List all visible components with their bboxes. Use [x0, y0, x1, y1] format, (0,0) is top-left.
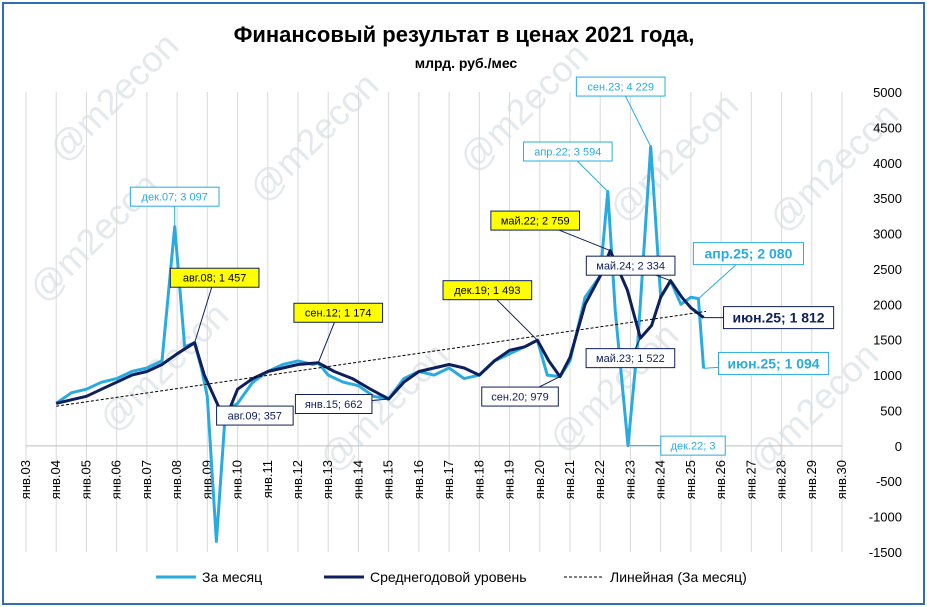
annotation-box	[293, 302, 384, 323]
annotation-box	[692, 242, 804, 266]
x-tick-label: янв.20	[532, 460, 547, 499]
legend-label: За месяц	[202, 569, 262, 585]
x-tick-label: янв.15	[381, 460, 396, 499]
y-tick-label: 3000	[873, 227, 902, 242]
y-tick-label: -500	[876, 474, 902, 489]
annotation-label: сен.23; 4 229	[587, 82, 654, 94]
annotation-box	[723, 306, 835, 330]
annotation-box	[442, 280, 533, 301]
x-tick-label: янв.30	[834, 460, 849, 499]
x-tick-label: янв.22	[592, 460, 607, 499]
y-tick-label: 1500	[873, 333, 902, 348]
annotation-label: сен.12; 1 174	[305, 308, 372, 320]
y-tick-label: 5000	[873, 85, 902, 100]
x-tick-label: янв.27	[743, 460, 758, 499]
watermark-text: @m2econ	[21, 164, 166, 309]
annotation-box	[294, 393, 373, 414]
y-tick-label: 4500	[873, 120, 902, 135]
annotation-label: апр.22; 3 594	[534, 146, 601, 158]
x-tick-label: янв.29	[804, 460, 819, 499]
annotation-label: дек.22; 3	[671, 441, 716, 453]
watermark-text: @m2econ	[241, 64, 386, 209]
legend-label: Линейная (За месяц)	[610, 569, 747, 585]
chart-svg: @m2econ @m2econ @m2econ @m2econ @m2econ@m2ec…	[18, 22, 906, 585]
x-tick-label: янв.13	[320, 460, 335, 499]
chart-subtitle: млрд. руб./мес	[415, 55, 518, 71]
x-tick-label: янв.23	[622, 460, 637, 499]
x-tick-label: янв.18	[471, 460, 486, 499]
legend-label: Среднегодовой уровень	[370, 569, 527, 585]
y-tick-label: 2500	[873, 262, 902, 277]
annotation-label: дек.19; 1 493	[454, 285, 520, 297]
x-tick-label: янв.25	[683, 460, 698, 499]
x-tick-label: янв.05	[78, 460, 93, 499]
watermark-text: @m2econ	[91, 294, 236, 439]
y-tick-label: 3500	[873, 191, 902, 206]
x-tick-label: янв.11	[260, 460, 275, 498]
x-axis: янв.03 янв.04 янв.05 янв.06 янв.07 янв.08 янв.…	[18, 460, 849, 499]
annotation-label: май.22; 2 759	[501, 216, 570, 228]
x-tick-label: янв.24	[653, 460, 668, 499]
annotation-box	[718, 351, 830, 375]
annotation-box	[522, 141, 613, 162]
y-tick-label: 500	[880, 403, 902, 418]
annotations-layer: дек.07; 3 097 авг.08; 1 457 авг.09; 357 сен…	[129, 76, 835, 456]
annotation-label: сен.20; 979	[491, 392, 548, 404]
annotation-box	[129, 186, 220, 207]
annotation-label: авг.09; 357	[228, 411, 282, 423]
y-tick-label: 4000	[873, 156, 902, 171]
annotation-box	[575, 76, 666, 97]
annotation-box	[481, 386, 559, 407]
series-line-2	[56, 310, 707, 407]
y-axis: -1500 -1000 -500 0 500 1000 1500 2000 2500 3000 35…	[869, 85, 902, 560]
annotation-label: май.23; 1 522	[596, 353, 665, 365]
x-tick-label: янв.21	[562, 460, 577, 499]
x-tick-label: янв.16	[411, 460, 426, 499]
legend: За месяц Среднегодовой уровень Линейная (З…	[156, 569, 747, 585]
x-tick-label: янв.04	[48, 460, 63, 499]
annotation-label: июн.25; 1 094	[728, 355, 820, 371]
annotation-box	[585, 255, 676, 276]
x-tick-label: янв.12	[290, 460, 305, 499]
x-tick-label: янв.19	[502, 460, 517, 499]
x-tick-label: янв.10	[230, 460, 245, 499]
y-tick-label: 2000	[873, 297, 902, 312]
annotation-box	[169, 267, 260, 288]
x-tick-label: янв.17	[441, 460, 456, 499]
watermark-text: @m2econ	[41, 24, 186, 169]
watermark-text: @m2econ	[601, 84, 746, 229]
annotation-label: апр.25; 2 080	[705, 246, 793, 262]
x-tick-label: янв.03	[18, 460, 33, 499]
x-tick-label: янв.14	[350, 460, 365, 499]
x-tick-label: янв.26	[713, 460, 728, 499]
annotation-box	[216, 405, 294, 426]
x-tick-label: янв.08	[169, 460, 184, 499]
y-tick-label: -1500	[869, 545, 902, 560]
y-tick-label: 1000	[873, 368, 902, 383]
annotation-leader	[194, 277, 216, 343]
annotation-box	[585, 348, 676, 369]
annotation-label: дек.07; 3 097	[142, 192, 208, 204]
x-tick-label: янв.06	[109, 460, 124, 499]
annotation-box	[660, 435, 726, 456]
annotation-box	[490, 210, 581, 231]
chart-title: Финансовый результат в ценах 2021 года,	[234, 22, 695, 47]
y-tick-label: 0	[895, 439, 902, 454]
x-tick-label: янв.28	[774, 460, 789, 499]
y-tick-label: -1000	[869, 510, 902, 525]
x-tick-label: янв.07	[139, 460, 154, 499]
annotation-label: авг.08; 1 457	[183, 273, 247, 285]
annotation-label: май.24; 2 334	[596, 261, 665, 273]
annotation-label: июн.25; 1 812	[733, 310, 825, 326]
annotation-label: янв.15; 662	[305, 399, 363, 411]
